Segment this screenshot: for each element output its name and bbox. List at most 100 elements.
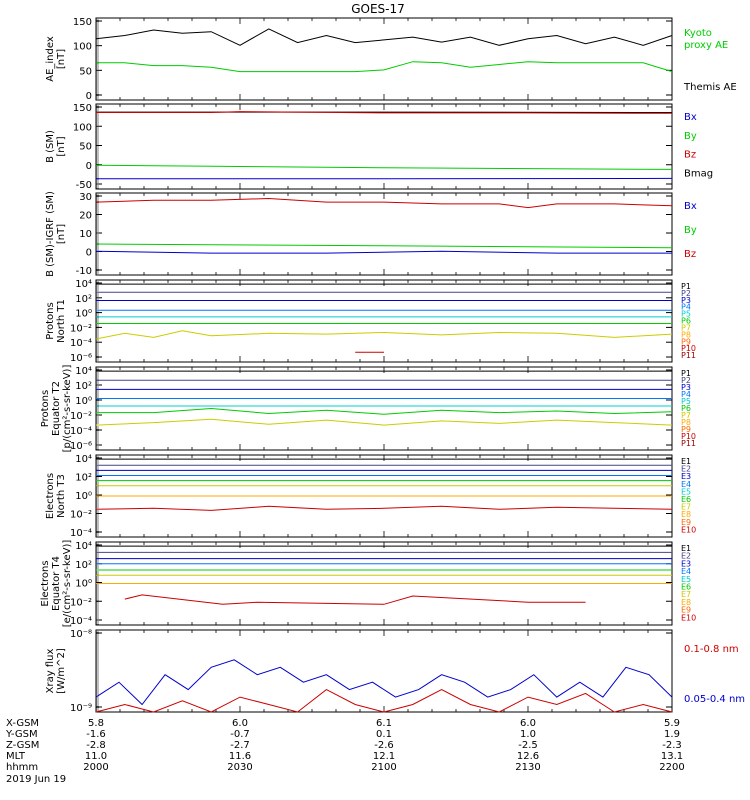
y-tick-label: 50 [79, 66, 92, 77]
y-axis-label: [nT] [56, 224, 67, 244]
footer-value: 1.0 [520, 729, 536, 740]
legend-label: E2 [681, 552, 691, 561]
series-line-bz [96, 111, 673, 114]
series-line-e9 [124, 594, 586, 605]
legend-label: Themis AE [683, 82, 737, 93]
y-tick-label: 150 [73, 17, 92, 28]
legend-label: P4 [681, 390, 691, 399]
legend-label: E3 [681, 559, 691, 568]
legend-label: P8 [681, 330, 691, 339]
footer-value: -2.8 [86, 740, 106, 751]
legend-label: P6 [681, 317, 691, 326]
footer-value: -1.6 [86, 729, 106, 740]
y-tick-label: 10⁰ [75, 579, 92, 590]
legend-label: P4 [681, 303, 691, 312]
footer-value: -2.5 [518, 740, 538, 751]
legend-label: P5 [681, 397, 691, 406]
y-tick-label: 10⁻⁴ [70, 616, 92, 627]
footer-value: 6.0 [232, 718, 248, 729]
footer-value: 11.0 [85, 751, 107, 762]
legend-label: E10 [681, 525, 696, 534]
legend-label: Bz [684, 249, 696, 260]
y-axis-label: Equator T4 [51, 556, 62, 611]
footer-row-label: X-GSM [6, 718, 39, 729]
y-axis-label: Electrons [45, 473, 56, 519]
y-tick-label: 10⁻⁴ [70, 338, 92, 349]
footer-value: 6.0 [520, 718, 536, 729]
y-axis-label: Protons [45, 302, 56, 339]
panel-eequator: 10⁴ 10² 10⁰ 10⁻² 10⁻⁴ Electrons Equator T4 [e/(… [40, 540, 696, 628]
legend-label: E6 [681, 583, 691, 592]
footer-value: 2100 [371, 762, 396, 773]
y-axis-label: AE_index [45, 36, 56, 82]
footer-value: 2030 [227, 762, 252, 773]
legend-label: P2 [681, 289, 691, 298]
legend-label: E10 [681, 613, 696, 622]
panel-pnorth: 10⁴ 10² 10⁰ 10⁻² 10⁻⁴ 10⁻⁶ Protons North T1 P1P2… [45, 279, 696, 364]
series-line-p7 [95, 330, 673, 340]
y-tick-label: 100 [73, 42, 92, 53]
legend-label: E1 [681, 457, 691, 466]
footer-value: 5.8 [88, 718, 104, 729]
panel-bigrf: 30 20 10 0 -10 B (SM)-IGRF (SM) [nT] Bx By Bz [45, 191, 697, 277]
panel-frame [95, 17, 673, 101]
footer-row-label: Z-GSM [6, 740, 39, 751]
y-axis-label: Electrons [40, 560, 51, 606]
y-tick-label: 10⁰ [75, 309, 92, 320]
legend-label: P3 [681, 383, 691, 392]
legend-label: E6 [681, 495, 691, 504]
footer-date: 2019 Jun 19 [6, 774, 66, 785]
y-tick-label: 10² [75, 560, 92, 571]
y-tick-label: 10⁻⁸ [70, 629, 92, 640]
series-line-by [95, 243, 673, 249]
legend-label: E8 [681, 510, 691, 519]
y-tick-label: -50 [76, 180, 92, 191]
legend-label: E1 [681, 544, 691, 553]
legend-label: 0.05-0.4 nm [684, 694, 745, 705]
y-tick-label: 10⁻⁶ [70, 353, 92, 364]
legend-label: Bz [684, 150, 696, 161]
legend-label: E7 [681, 503, 691, 512]
y-tick-label: 30 [79, 192, 92, 203]
legend-label: E2 [681, 465, 691, 474]
panel-frame [95, 103, 673, 190]
footer-value: 6.1 [376, 718, 392, 729]
y-axis-label: [e/(cm²-s-sr-keV)] [62, 540, 73, 628]
footer-value: 2000 [83, 762, 108, 773]
legend-label: P2 [681, 376, 691, 385]
y-axis-label: [W/m^2] [56, 648, 67, 694]
legend-label: E5 [681, 575, 691, 584]
y-tick-label: 10⁻⁴ [70, 426, 92, 437]
footer-value: 12.1 [373, 751, 395, 762]
legend-label: E3 [681, 472, 691, 481]
y-tick-label: 100 [73, 122, 92, 133]
footer-row-label: Y-GSM [5, 729, 38, 740]
legend-label: E9 [681, 518, 691, 527]
series-line-bx [95, 250, 672, 254]
footer-value: 13.1 [661, 751, 683, 762]
legend-label: E4 [681, 567, 691, 576]
legend-label: By [684, 225, 697, 236]
footer-value: 11.6 [229, 751, 251, 762]
series-line-0-1-0-8-nm [95, 689, 673, 713]
legend-label: P1 [681, 369, 691, 378]
y-tick-label: 0 [86, 91, 92, 102]
footer-value: -2.6 [374, 740, 394, 751]
legend-label: P11 [681, 439, 696, 448]
legend-label: Kyoto [684, 28, 712, 39]
footer-value: -0.7 [230, 729, 250, 740]
y-tick-label: 10⁻² [70, 510, 92, 521]
y-axis-label: Protons [40, 390, 51, 427]
legend-label: E7 [681, 590, 691, 599]
y-tick-label: 10⁰ [75, 396, 92, 407]
y-tick-label: 10⁰ [75, 491, 92, 502]
footer-value: 1.9 [664, 729, 680, 740]
series-line-0-05-0-4-nm [95, 659, 673, 706]
plot-title: GOES-17 [351, 2, 405, 16]
legend-label: E8 [681, 598, 691, 607]
legend-label: P6 [681, 404, 691, 413]
y-axis-label: [nT] [56, 49, 67, 69]
legend-label: P7 [681, 323, 691, 332]
footer-value: -2.7 [230, 740, 250, 751]
panel-pequator: 10⁴ 10² 10⁰ 10⁻² 10⁻⁴ 10⁻⁶ Protons Equator T2 [p… [40, 365, 696, 453]
